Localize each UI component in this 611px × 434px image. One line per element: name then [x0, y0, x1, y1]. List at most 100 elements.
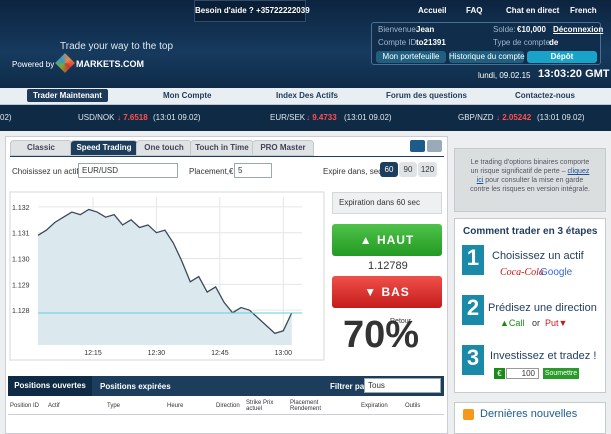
nav-item[interactable]: Mon Compte: [163, 91, 212, 100]
current-price: 1.12789: [368, 260, 408, 272]
nav-item[interactable]: Index Des Actifs: [276, 91, 338, 100]
logout[interactable]: Déconnexion: [553, 25, 604, 34]
language[interactable]: French: [570, 6, 597, 15]
tab[interactable]: Classic: [10, 140, 72, 156]
value: Jean: [416, 25, 435, 34]
brand: Coca-Cola: [500, 267, 544, 278]
column: Direction: [216, 403, 240, 409]
tab[interactable]: Touch in Time: [190, 140, 254, 156]
ticker-time: (13:01 09.02): [537, 113, 585, 122]
nav-item[interactable]: Trader Maintenant: [27, 89, 108, 102]
expiry-option[interactable]: 120: [418, 162, 437, 177]
link[interactable]: Chat en direct: [506, 6, 560, 15]
call-text: Call: [508, 318, 525, 328]
expiration: Expiration dans 60 sec: [332, 192, 442, 214]
label: Compte ID:: [378, 38, 419, 47]
ticker-price: ↓ 7.6518: [117, 113, 148, 122]
button[interactable]: Dépôt: [527, 51, 597, 63]
link[interactable]: cliquez ici: [476, 168, 590, 184]
or: or: [532, 318, 541, 328]
price-chart: 1.128 1.129 1.130 1.131 1.132 12:15 12:30 12:45…: [9, 191, 325, 361]
text: Le trading d'options binaires comporte u…: [470, 159, 590, 175]
tagline: Trade your way to the top: [60, 41, 174, 52]
ticker-price: 2.05242: [502, 113, 532, 122]
button[interactable]: Historique du compte: [449, 51, 525, 63]
view-icon[interactable]: [410, 140, 425, 152]
risk-warning: Le trading d'options binaires comporte u…: [454, 148, 606, 212]
price-area: [38, 209, 292, 345]
amount-select[interactable]: 5: [234, 163, 272, 178]
payout: 70%: [343, 314, 420, 356]
nav-item[interactable]: Forum des questions: [386, 91, 467, 100]
label: Bienvenue:: [378, 25, 419, 34]
tab-rule: [10, 156, 444, 157]
step-num: 2: [462, 295, 484, 325]
value: €10,000: [517, 25, 546, 34]
x-tick-label: 12:45: [211, 350, 229, 357]
column: Placement Rendement: [290, 400, 322, 412]
link[interactable]: Accueil: [418, 6, 447, 15]
steps-title: Comment trader en 3 étapes: [463, 226, 598, 237]
nav-item[interactable]: Contactez-nous: [515, 91, 575, 100]
positions-tab[interactable]: Positions ouvertes: [8, 376, 92, 396]
time: 13:03:20 GMT: [538, 68, 610, 80]
put-button[interactable]: ▼ BAS: [332, 276, 442, 308]
filter-select[interactable]: Tous: [364, 378, 441, 393]
put: Put▼: [545, 318, 568, 328]
x-tick-label: 13:00: [275, 350, 293, 357]
expiry-option[interactable]: 90: [399, 162, 417, 177]
link[interactable]: FAQ: [466, 6, 483, 15]
positions-tab[interactable]: Positions expirées: [100, 382, 171, 391]
call-button[interactable]: ▲ HAUT: [332, 224, 442, 256]
x-tick-label: 12:30: [148, 350, 166, 357]
rss-icon: [463, 409, 474, 420]
ticker-price: ↓ 9.4733: [306, 113, 337, 122]
date: lundi, 09.02.15: [478, 71, 531, 80]
ticker-time: (13:01 09.02): [153, 113, 201, 122]
y-tick-label: 1.131: [12, 231, 30, 238]
rule: [8, 414, 444, 415]
ticker-price: 7.6518: [123, 113, 148, 122]
news-title[interactable]: Dernières nouvelles: [480, 408, 578, 420]
tab[interactable]: Speed Trading: [70, 140, 138, 156]
column: Heure: [167, 403, 184, 409]
column: Outils: [405, 403, 421, 409]
select-value: 5: [238, 166, 243, 175]
label: Choisissez un actif: [12, 167, 79, 176]
column: Type: [107, 403, 121, 409]
step-title: Investissez et tradez !: [490, 350, 597, 362]
ticker-cut: 02): [0, 113, 12, 122]
y-tick-label: 1.130: [12, 257, 30, 264]
put-label: BAS: [381, 285, 410, 299]
submit[interactable]: Soumettre: [543, 368, 579, 379]
ticker-time: (13:01 09.02): [344, 113, 392, 122]
y-tick-label: 1.128: [12, 308, 30, 315]
select-value: Tous: [368, 381, 385, 390]
currency: €: [494, 368, 505, 379]
button[interactable]: Mon portefeuille: [376, 51, 446, 63]
value: de: [549, 38, 559, 47]
call-label: HAUT: [376, 233, 415, 247]
expiry-option[interactable]: 60: [380, 162, 398, 177]
asset-select[interactable]: EUR/USD: [78, 163, 178, 178]
positions-bar: [8, 376, 444, 396]
step-title: Prédisez une direction: [488, 302, 597, 314]
help-line: Besoin d'aide ? +35722222039: [194, 0, 310, 22]
column: Actif: [48, 403, 60, 409]
call: ▲Call: [500, 318, 525, 328]
nav-bar: Trader Maintenant Mon Compte Index Des A…: [0, 88, 611, 105]
view-icon[interactable]: [427, 140, 442, 152]
y-tick-label: 1.129: [12, 282, 30, 289]
filter-label: Filtrer par: [330, 382, 368, 391]
step-num: 3: [462, 345, 484, 375]
put-text: Put: [545, 318, 559, 328]
tab[interactable]: One touch: [136, 140, 192, 156]
brand: Google: [540, 267, 573, 278]
invest-input[interactable]: 100: [506, 368, 539, 379]
select-value: EUR/USD: [82, 166, 119, 175]
ticker-pair: GBP/NZD: [458, 113, 494, 122]
value: to21391: [416, 38, 446, 47]
step-title: Choisissez un actif: [492, 250, 584, 262]
tab[interactable]: PRO Master: [252, 140, 314, 156]
